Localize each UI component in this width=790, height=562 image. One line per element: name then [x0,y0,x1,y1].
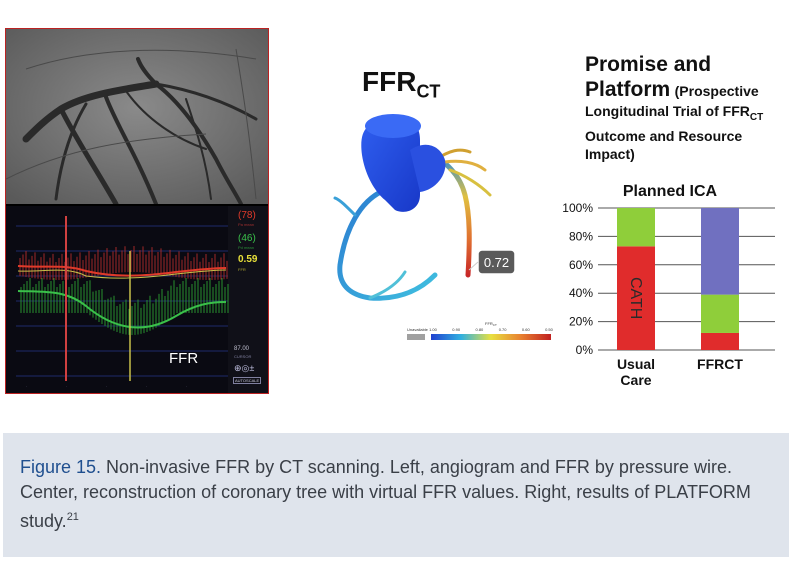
heading-subtitle-open: (Prospective [674,83,759,99]
ffrct-title-sub: CT [416,81,441,102]
heading-subtitle-line4: Impact) [585,145,635,162]
heading-subtitle-line2: Longitudinal Trial of FFRCT [585,102,790,127]
pressure-wire-tracing: · · · · · (78) Pa mean (46) Pd mean 0.59 FF… [6,206,268,393]
y-tick-label: 80% [569,229,593,243]
caption-box [3,433,789,557]
caption-reference: 21 [66,511,79,523]
bar-segment-green-usual-care [617,208,655,247]
chart-title: Planned ICA [623,183,718,200]
scale-tick-label: 0.70 [499,327,508,332]
pa-mean-value: (78) [238,210,256,221]
heading-platform: Platform [585,78,671,101]
left-figure-panel: · · · · · (78) Pa mean (46) Pd mean 0.59 FF… [5,28,269,394]
scale-tick-label: 1.00 [429,327,438,332]
pressure-tracing-graphic: · · · · · [6,206,268,393]
zoom-icon: ⊕◎± [234,363,255,373]
figure-caption: Figure 15. Non-invasive FFR by CT scanni… [20,455,780,534]
y-tick-label: 60% [569,258,593,272]
svg-text:·: · [186,384,187,389]
planned-ica-chart: Planned ICA 0% 20% 40% 60% 80% 100% UsualCare… [562,183,775,388]
scale-unavailable-label: Unavailable [407,327,429,332]
bar-segment-cath-usual-care [617,246,655,350]
svg-text:·: · [106,384,107,389]
heading-line2: Platform (Prospective [585,77,790,102]
angiogram-graphic [6,29,268,204]
y-tick-label: 20% [569,315,593,329]
svg-text:·: · [26,384,27,389]
svg-text:·: · [146,384,147,389]
heading-subtitle-line3: Outcome and Resource [585,127,743,144]
svg-text:·: · [66,384,67,389]
x-category-label: Usual [617,356,655,372]
cursor-value: 87.00 [234,346,250,352]
y-tick-label: 100% [562,201,593,215]
y-tick-label: 0% [576,343,594,357]
angiogram-image [6,29,268,204]
bar-segment-purple-ffrct [701,208,739,295]
platform-heading: Promise and Platform (Prospective Longit… [585,52,790,163]
ffr-tracing-label: FFR [169,350,199,367]
y-tick-label: 40% [569,286,593,300]
bar-segment-cath-ffrct [701,332,739,350]
ffr-readout-value: 0.59 [238,254,258,265]
autoscale-button: AUTOSCALE [233,377,262,384]
ffrct-title: FFRCT [362,66,440,103]
scale-tick-label: 0.60 [522,327,531,332]
scale-unavailable-swatch [407,334,425,340]
pa-mean-label: Pa mean [238,222,255,227]
scale-gradient-bar [431,334,551,340]
caption-text: Non-invasive FFR by CT scanning. Left, a… [20,457,751,531]
ffrct-title-main: FFR [362,66,417,97]
ffr-readout-label: FFR [238,267,246,272]
cath-bar-annotation: CATH [627,277,644,319]
pd-mean-value: (46) [238,233,256,244]
scale-tick-label: 0.80 [476,327,485,332]
ffrct-color-scale: FFRCT Unavailable 1.00 0.90 0.80 0.70 0.60 0.… [407,321,553,340]
pd-mean-label: Pd mean [238,245,255,250]
x-category-label: FFRCT [697,356,743,372]
caption-label: Figure 15. [20,457,102,477]
scale-axis-label: FFRCT [485,321,497,327]
ffr-value-callout: 0.72 [484,255,509,270]
heading-subtitle-main: Longitudinal Trial of FFR [585,103,750,119]
scale-tick-label: 0.50 [545,327,553,332]
heading-line1: Promise and [585,53,712,76]
bar-segment-green-ffrct [701,294,739,333]
coronary-tree-model: 0.72 [333,114,516,301]
cursor-label: CURSOR [234,354,252,359]
x-category-label: Care [620,372,651,388]
scale-tick-label: 0.90 [452,327,461,332]
heading-subtitle-sub: CT [749,111,764,123]
